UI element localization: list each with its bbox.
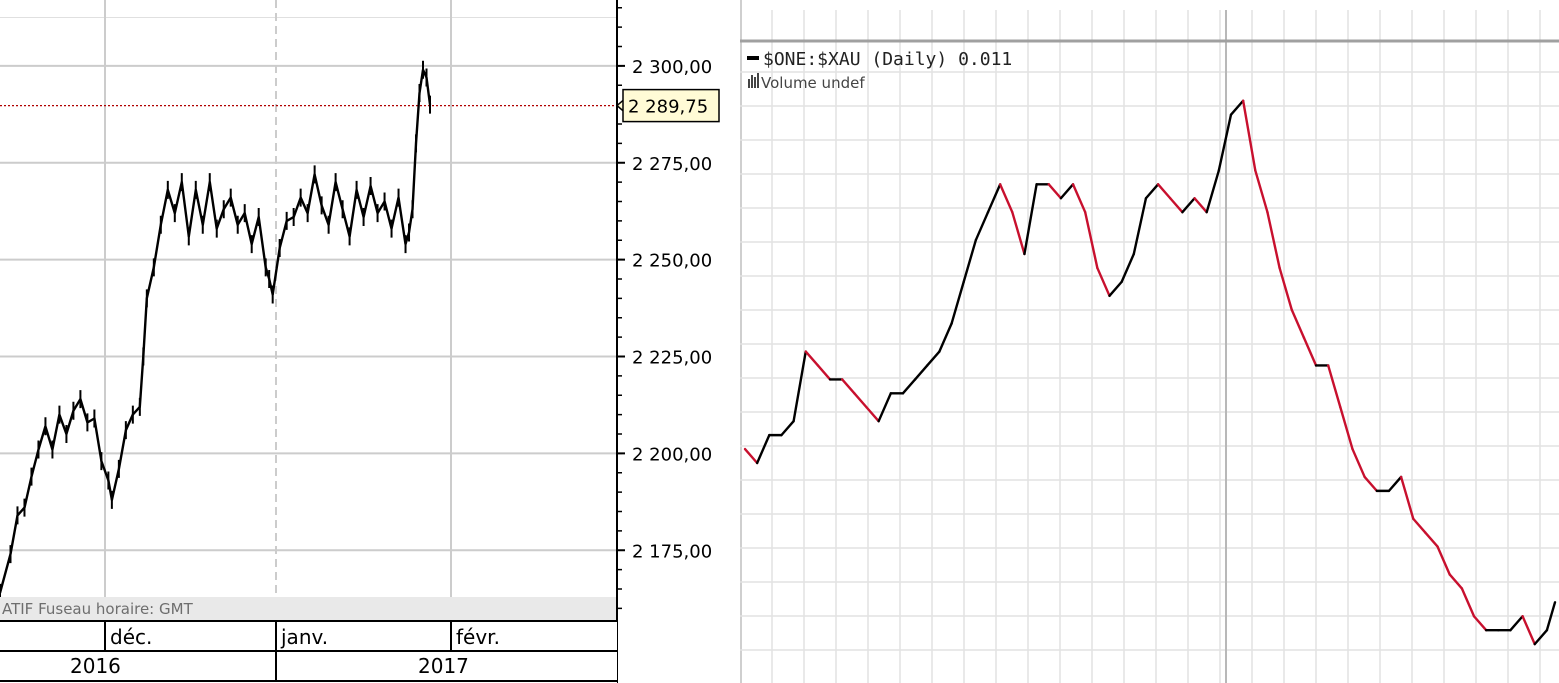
panel-gap <box>727 0 740 683</box>
right-price-segment <box>1412 517 1427 534</box>
right-price-segment <box>840 378 856 395</box>
right-price-segment <box>1266 210 1281 270</box>
right-price-segment <box>804 350 820 367</box>
price-chart-right: $ONE:$XAU (Daily) 0.011 Volume undef <box>740 0 1559 683</box>
right-price-segment <box>1059 183 1075 200</box>
right-price-segment <box>1011 210 1026 256</box>
right-price-segment <box>1254 169 1269 214</box>
volume-icon <box>748 73 759 88</box>
right-price-segment <box>1387 475 1403 493</box>
left-plot-background <box>0 0 617 620</box>
timezone-text: ATIF Fuseau horaire: GMT <box>2 600 194 618</box>
right-price-segment <box>1108 280 1123 297</box>
right-price-segment <box>1448 573 1464 590</box>
right-price-segment <box>1156 183 1172 200</box>
left-price-line <box>0 68 432 594</box>
legend-title: $ONE:$XAU (Daily) 0.011 <box>763 49 1012 70</box>
right-price-segment <box>1169 197 1184 214</box>
right-price-segment <box>1351 447 1366 479</box>
right-price-segment <box>792 350 807 423</box>
right-price-segment <box>1023 183 1038 256</box>
right-price-segment <box>1327 364 1342 409</box>
timezone-bar <box>0 597 617 621</box>
right-price-segment <box>1144 183 1160 200</box>
right-price-segment <box>1509 615 1524 632</box>
right-price-series <box>743 99 1557 646</box>
right-price-segment <box>962 238 978 284</box>
right-price-segment <box>877 392 893 423</box>
right-price-segment <box>853 392 868 409</box>
current-price-badge-box <box>622 88 720 123</box>
legend-line-swatch <box>747 56 759 60</box>
right-price-segment <box>1545 601 1557 632</box>
right-price-segment <box>1339 406 1354 451</box>
right-price-segment <box>1084 210 1099 270</box>
right-price-segment <box>1132 197 1148 256</box>
left-y-axis: 2 300,00 2 275,00 2 250,00 2 225,00 2 200,00… <box>617 7 712 610</box>
right-price-segment <box>1399 475 1415 520</box>
right-price-segment <box>1241 99 1257 172</box>
year-label: 2017 <box>418 654 469 678</box>
right-price-segment <box>998 183 1014 214</box>
current-price-label: 2 289,75 <box>628 97 708 118</box>
left-y-tick-label: 2 200,00 <box>632 444 712 465</box>
right-price-segment <box>926 350 941 367</box>
right-plot-background <box>740 0 1559 683</box>
left-price-series <box>0 60 432 602</box>
right-price-segment <box>1217 113 1233 172</box>
right-price-segment <box>1278 266 1293 311</box>
right-price-segment <box>1193 197 1208 214</box>
right-price-segment <box>901 378 917 395</box>
right-price-segment <box>865 406 880 423</box>
right-price-segment <box>950 280 965 325</box>
legend: $ONE:$XAU (Daily) 0.011 Volume undef <box>747 49 1012 92</box>
right-price-segment <box>1120 252 1135 284</box>
right-price-segment <box>1229 99 1245 116</box>
right-price-segment <box>1363 475 1378 493</box>
right-price-segment <box>1096 266 1111 297</box>
left-y-tick-label: 2 300,00 <box>632 57 712 78</box>
right-price-segment <box>1436 545 1451 576</box>
month-label: janv. <box>280 625 328 649</box>
right-price-segment <box>816 364 832 381</box>
right-price-segment <box>1047 183 1063 200</box>
right-price-segment <box>986 183 1002 214</box>
left-x-axis: déc. janv. févr. 2016 2017 <box>0 620 617 683</box>
right-price-segment <box>1472 615 1488 632</box>
right-price-segment <box>913 364 929 381</box>
right-price-segment <box>1181 197 1196 214</box>
left-y-tick-label: 2 175,00 <box>632 541 712 562</box>
month-labels: déc. janv. févr. <box>104 621 500 651</box>
right-price-segment <box>1424 531 1439 548</box>
left-y-tick-label: 2 250,00 <box>632 251 712 272</box>
month-label: déc. <box>110 625 152 649</box>
right-price-segment <box>1533 629 1549 646</box>
right-price-segment <box>1290 308 1306 339</box>
right-price-segment <box>1521 615 1536 646</box>
year-labels: 2016 2017 <box>70 651 469 681</box>
right-price-segment <box>755 433 771 465</box>
right-price-segment <box>743 447 759 465</box>
right-price-segment <box>1205 169 1221 214</box>
right-price-segment <box>938 322 953 353</box>
right-price-segment <box>1460 587 1476 618</box>
current-price-badge: 2 289,75 <box>615 88 720 123</box>
left-y-tick-label: 2 225,00 <box>632 348 712 369</box>
right-price-segment <box>1071 183 1087 214</box>
right-price-segment <box>974 210 990 242</box>
left-y-tick-label: 2 275,00 <box>632 154 712 175</box>
left-grid <box>0 0 617 620</box>
price-chart-left: ATIF Fuseau horaire: GMT 2 300,00 2 275,0… <box>0 0 720 683</box>
right-price-segment <box>1302 336 1318 367</box>
right-price-segment <box>780 420 795 437</box>
legend-subtitle: Volume undef <box>761 74 865 92</box>
right-grid <box>740 10 1559 683</box>
month-label: févr. <box>456 625 500 649</box>
year-label: 2016 <box>70 654 121 678</box>
